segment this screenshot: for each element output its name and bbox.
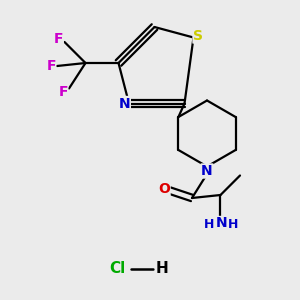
Text: F: F (46, 59, 56, 73)
Text: O: O (158, 182, 170, 196)
Text: F: F (58, 85, 68, 98)
Text: Cl: Cl (109, 261, 125, 276)
Text: H: H (156, 261, 168, 276)
Text: N: N (201, 164, 213, 178)
Text: N: N (119, 97, 130, 110)
Text: N: N (216, 217, 227, 230)
Text: S: S (193, 29, 203, 43)
Text: F: F (54, 32, 63, 46)
Text: H: H (228, 218, 239, 232)
Text: H: H (204, 218, 214, 232)
